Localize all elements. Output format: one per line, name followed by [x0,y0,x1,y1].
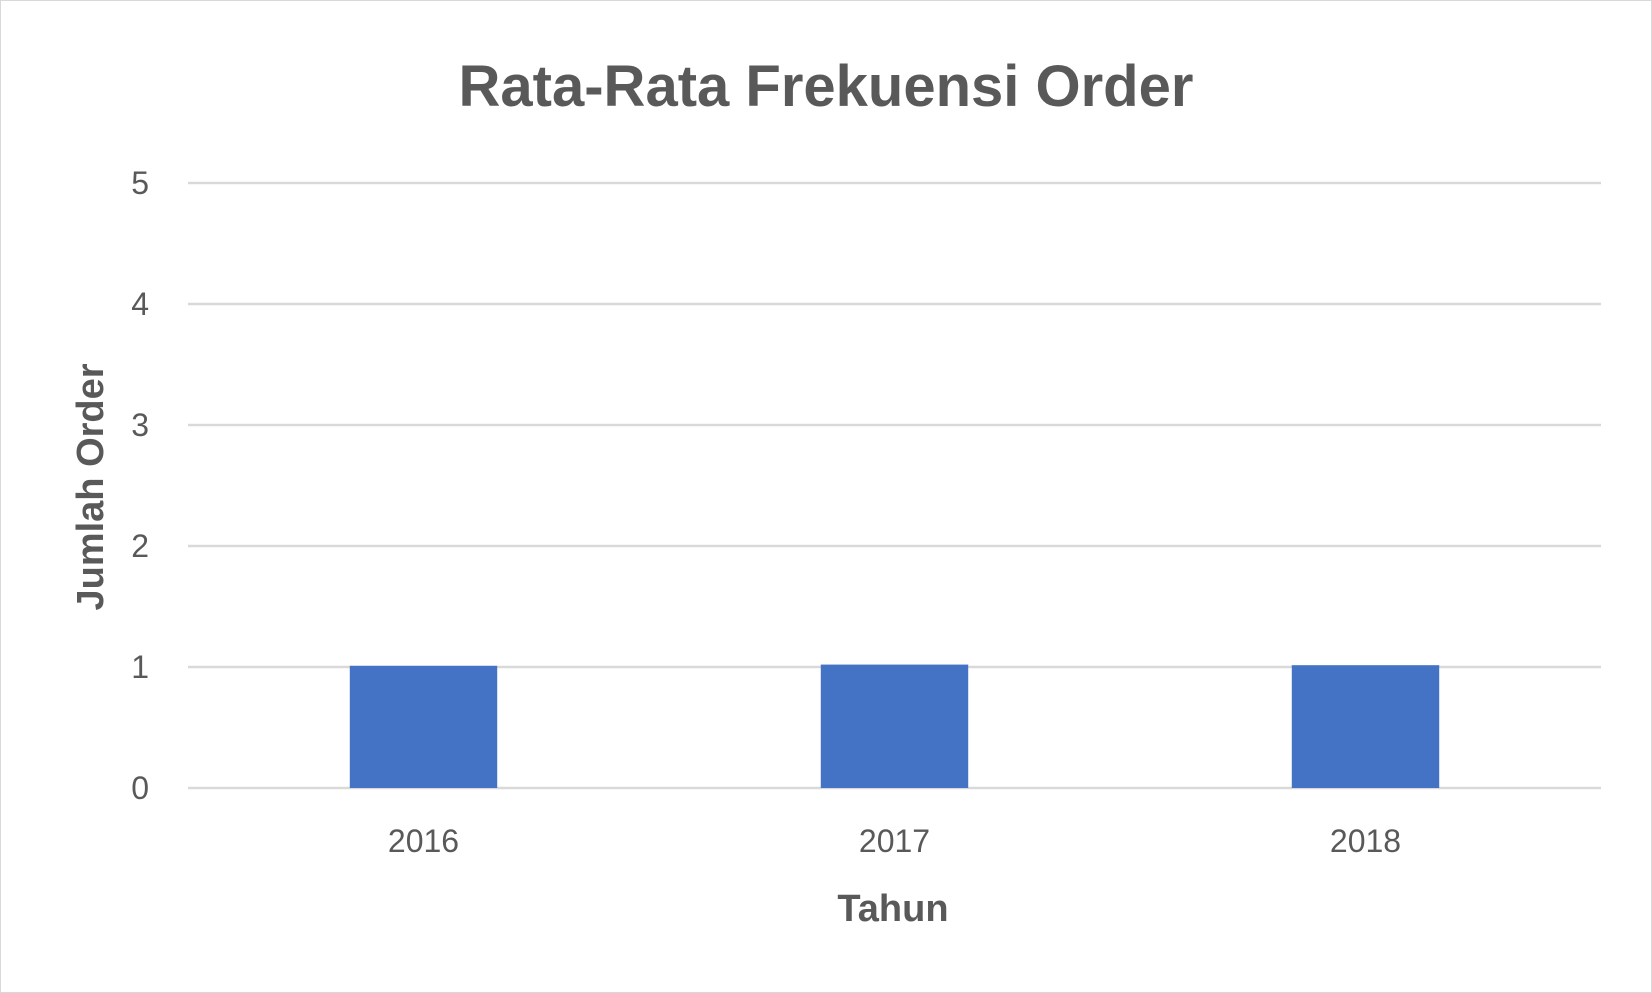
y-axis-title: Jumlah Order [70,363,112,610]
bars [349,664,1440,788]
bar-2018 [1291,665,1440,788]
x-tick-label: 2018 [1330,823,1401,859]
bar-2017 [820,664,969,788]
y-tick-label: 2 [131,528,149,564]
x-tick-labels: 2016 2017 2018 [388,823,1401,859]
x-tick-label: 2016 [388,823,459,859]
y-tick-label: 5 [131,165,149,201]
y-tick-label: 1 [131,649,149,685]
chart-title: Rata-Rata Frekuensi Order [459,54,1194,119]
bar-2016 [349,665,498,788]
y-tick-label: 4 [131,286,149,322]
x-axis-title: Tahun [837,888,948,930]
x-tick-label: 2017 [859,823,930,859]
y-tick-labels: 0 1 2 3 4 5 [131,165,149,806]
y-tick-label: 3 [131,407,149,443]
y-tick-label: 0 [131,770,149,806]
